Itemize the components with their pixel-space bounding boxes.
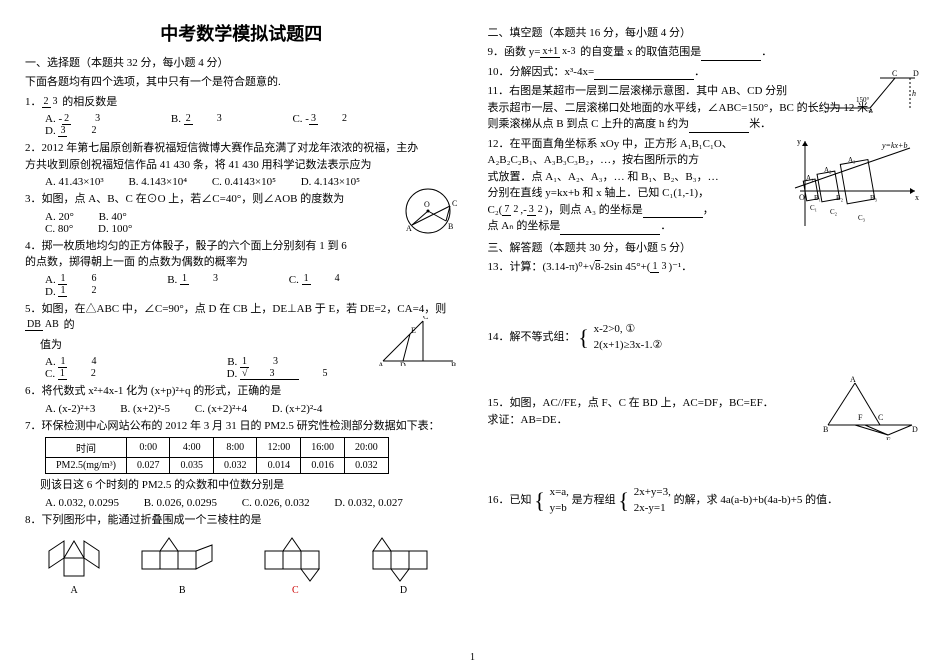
- q6-options: A. (x-2)²+3 B. (x+2)²-5 C. (x+2)²+4 D. (…: [45, 403, 458, 415]
- q4-options: A. 16 B. 13 C. 14 D. 12: [45, 274, 458, 298]
- svg-text:C: C: [892, 69, 897, 78]
- q9: 9．函数 y=x+1x-3 的自变量 x 的取值范围是．: [488, 44, 921, 61]
- svg-text:B: B: [451, 361, 456, 366]
- q2-options: A. 41.43×10³ B. 4.143×10⁴ C. 0.4143×10⁵ …: [45, 176, 458, 188]
- svg-text:y: y: [797, 137, 801, 146]
- q7-options: A. 0.032, 0.0295 B. 0.026, 0.0295 C. 0.0…: [45, 497, 458, 509]
- svg-text:A: A: [378, 361, 384, 366]
- q8-fig-d: [363, 533, 443, 583]
- svg-text:C₂: C₂: [830, 208, 838, 216]
- escalator-diagram: A B C D h 150°: [820, 68, 920, 113]
- svg-text:A: A: [406, 224, 412, 233]
- q8-figures: A B C: [25, 533, 458, 596]
- coord-diagram: x y y=kx+b O A₁ A₂ A₃ B₁ B₂ B₃ C₁ C₂ C₃: [790, 136, 920, 231]
- svg-text:A: A: [850, 375, 856, 384]
- q7-stem: 7．环保检测中心网站公布的 2012 年 3 月 31 日的 PM2.5 研究性…: [25, 418, 458, 435]
- q8-stem: 8．下列图形中，能通过折叠围成一个三棱柱的是: [25, 512, 458, 529]
- svg-text:E: E: [411, 326, 416, 335]
- section-1-head: 一、选择题（本题共 32 分，每小题 4 分）: [25, 54, 458, 70]
- svg-text:C₁: C₁: [810, 204, 817, 212]
- q8-fig-c: [255, 533, 335, 583]
- q3-stem: 3．如图，点 A、B、C 在⊙O 上，若∠C=40°，则∠AOB 的度数为 O …: [25, 191, 458, 208]
- exam-title: 中考数学模拟试题四: [25, 20, 458, 46]
- circle-diagram: O A B C: [398, 181, 458, 241]
- section-1-sub: 下面各题均有四个选项，其中只有一个是符合题意的.: [25, 74, 458, 91]
- svg-text:B₂: B₂: [836, 194, 844, 202]
- q7-table: 时间 0:00 4:00 8:00 12:00 16:00 20:00 PM2.…: [45, 437, 389, 474]
- q1-options: A. -23 B. 23 C. -32 D. 32: [45, 113, 458, 137]
- svg-text:D: D: [400, 361, 406, 366]
- crossed-triangles-diagram: A B F C D E: [820, 375, 920, 440]
- svg-text:B: B: [448, 222, 453, 231]
- section-2-head: 二、填空题（本题共 16 分，每小题 4 分）: [488, 24, 921, 40]
- q2-stem: 2．2012 年第七届原创新春祝福短信微博大赛作品充满了对龙年浓浓的祝福，主办 …: [25, 140, 458, 173]
- q1-stem: 1．23 的相反数是: [25, 94, 458, 111]
- q13: 13．计算：(3.14-π)⁰+√8-2sin 45°+(13)⁻¹．: [488, 259, 921, 276]
- svg-text:D: D: [913, 69, 919, 78]
- svg-text:C: C: [423, 316, 428, 321]
- svg-text:O: O: [799, 193, 805, 202]
- svg-text:y=kx+b: y=kx+b: [881, 141, 907, 150]
- page-number: 1: [470, 652, 475, 663]
- svg-text:150°: 150°: [856, 96, 870, 104]
- svg-text:h: h: [912, 89, 916, 98]
- svg-text:B: B: [868, 109, 873, 113]
- svg-text:D: D: [912, 425, 918, 434]
- svg-text:A₃: A₃: [848, 156, 856, 164]
- right-column: 二、填空题（本题共 16 分，每小题 4 分） 9．函数 y=x+1x-3 的自…: [488, 20, 921, 648]
- svg-text:B: B: [823, 425, 828, 434]
- svg-text:A₁: A₁: [806, 174, 814, 182]
- svg-text:A: A: [822, 109, 828, 113]
- q16: 16．已知 { x=a, y=b 是方程组 { 2x+y=3, 2x-y=1 的…: [488, 484, 921, 517]
- q7-line2: 则该日这 6 个时刻的 PM2.5 的众数和中位数分别是: [40, 477, 458, 494]
- q8-fig-b: [137, 533, 227, 583]
- q4-stem: 4．掷一枚质地均匀的正方体骰子，骰子的六个面上分别刻有 1 到 6 的点数，掷得…: [25, 238, 458, 271]
- svg-text:x: x: [915, 193, 919, 202]
- q8-fig-a: [39, 533, 109, 583]
- q14: 14．解不等式组： { x-2>0, ① 2(x+1)≥3x-1.②: [488, 321, 921, 354]
- q6-stem: 6．将代数式 x²+4x-1 化为 (x+p)²+q 的形式，正确的是: [25, 383, 458, 400]
- svg-text:F: F: [858, 413, 863, 422]
- svg-text:O: O: [424, 200, 430, 209]
- svg-text:B₁: B₁: [814, 194, 821, 202]
- q15: 15．如图，AC//FE，点 F、C 在 BD 上，AC=DF，BC=EF． A…: [488, 395, 921, 428]
- svg-text:C: C: [452, 199, 457, 208]
- q5-line2: 值为: [40, 337, 458, 354]
- section-3-head: 三、解答题（本题共 30 分，每小题 5 分）: [488, 239, 921, 255]
- svg-text:E: E: [886, 436, 891, 440]
- q3-options: A. 20° B. 40° C. 80° D. 100°: [45, 211, 458, 235]
- q5-stem: 5．如图，在△ABC 中，∠C=90°，点 D 在 CB 上，DE⊥AB 于 E…: [25, 301, 458, 334]
- q11: 11．右图是某超市一层到二层滚梯示意图．其中 AB、CD 分别 A B C D …: [488, 83, 921, 133]
- svg-text:A₂: A₂: [824, 166, 832, 174]
- svg-text:C: C: [878, 413, 883, 422]
- svg-text:C₃: C₃: [858, 214, 866, 222]
- left-column: 中考数学模拟试题四 一、选择题（本题共 32 分，每小题 4 分） 下面各题均有…: [25, 20, 458, 648]
- q12: 12．在平面直角坐标系 xOy 中，正方形 A₁B₁C₁O、 x y y=kx+…: [488, 136, 921, 235]
- svg-text:B₃: B₃: [870, 194, 878, 202]
